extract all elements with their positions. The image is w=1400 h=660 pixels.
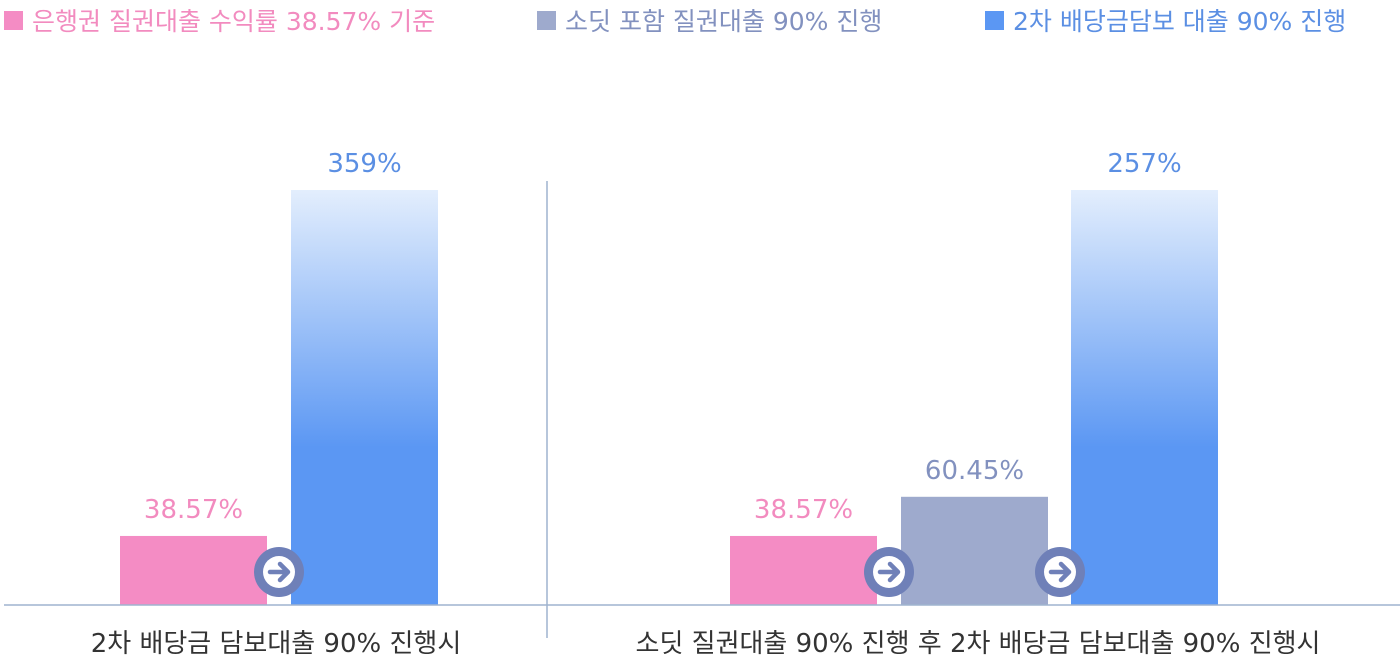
legend-swatch-gray [537,10,556,30]
legend-swatch-blue [985,10,1004,30]
legend-item-dividend-loan: 2차 배당금담보 대출 90% 진행 [985,0,1346,40]
arrow-glyph [267,561,291,583]
legend: 은행권 질권대출 수익률 38.57% 기준 소딧 포함 질권대출 90% 진행… [0,0,1400,40]
legend-swatch-pink [4,10,23,30]
arrow-glyph [1048,561,1072,583]
data-label: 60.45% [925,456,1024,486]
data-label: 38.57% [144,495,243,525]
bar-pink-group2 [730,535,877,605]
data-label: 257% [1107,149,1181,179]
legend-label: 소딧 포함 질권대출 90% 진행 [565,7,883,36]
arrow-right-icon [254,547,304,597]
bar-gray-group2 [901,496,1048,605]
bar-pink-group1 [120,535,267,605]
data-label: 359% [327,149,401,179]
bar-blue-group1 [291,190,438,605]
legend-item-bank-rate: 은행권 질권대출 수익률 38.57% 기준 [4,0,435,40]
data-label: 38.57% [754,495,853,525]
bar-blue-group2 [1071,190,1218,605]
arrow-right-icon [864,547,914,597]
category-label: 2차 배당금 담보대출 90% 진행시 [91,629,462,659]
legend-item-sodit-loan: 소딧 포함 질권대출 90% 진행 [537,0,882,40]
category-label: 소딧 질권대출 90% 진행 후 2차 배당금 담보대출 90% 진행시 [636,629,1321,659]
arrow-glyph [877,561,901,583]
legend-label: 은행권 질권대출 수익률 38.57% 기준 [32,7,436,36]
arrow-right-icon [1035,547,1085,597]
legend-label: 2차 배당금담보 대출 90% 진행 [1013,7,1347,36]
